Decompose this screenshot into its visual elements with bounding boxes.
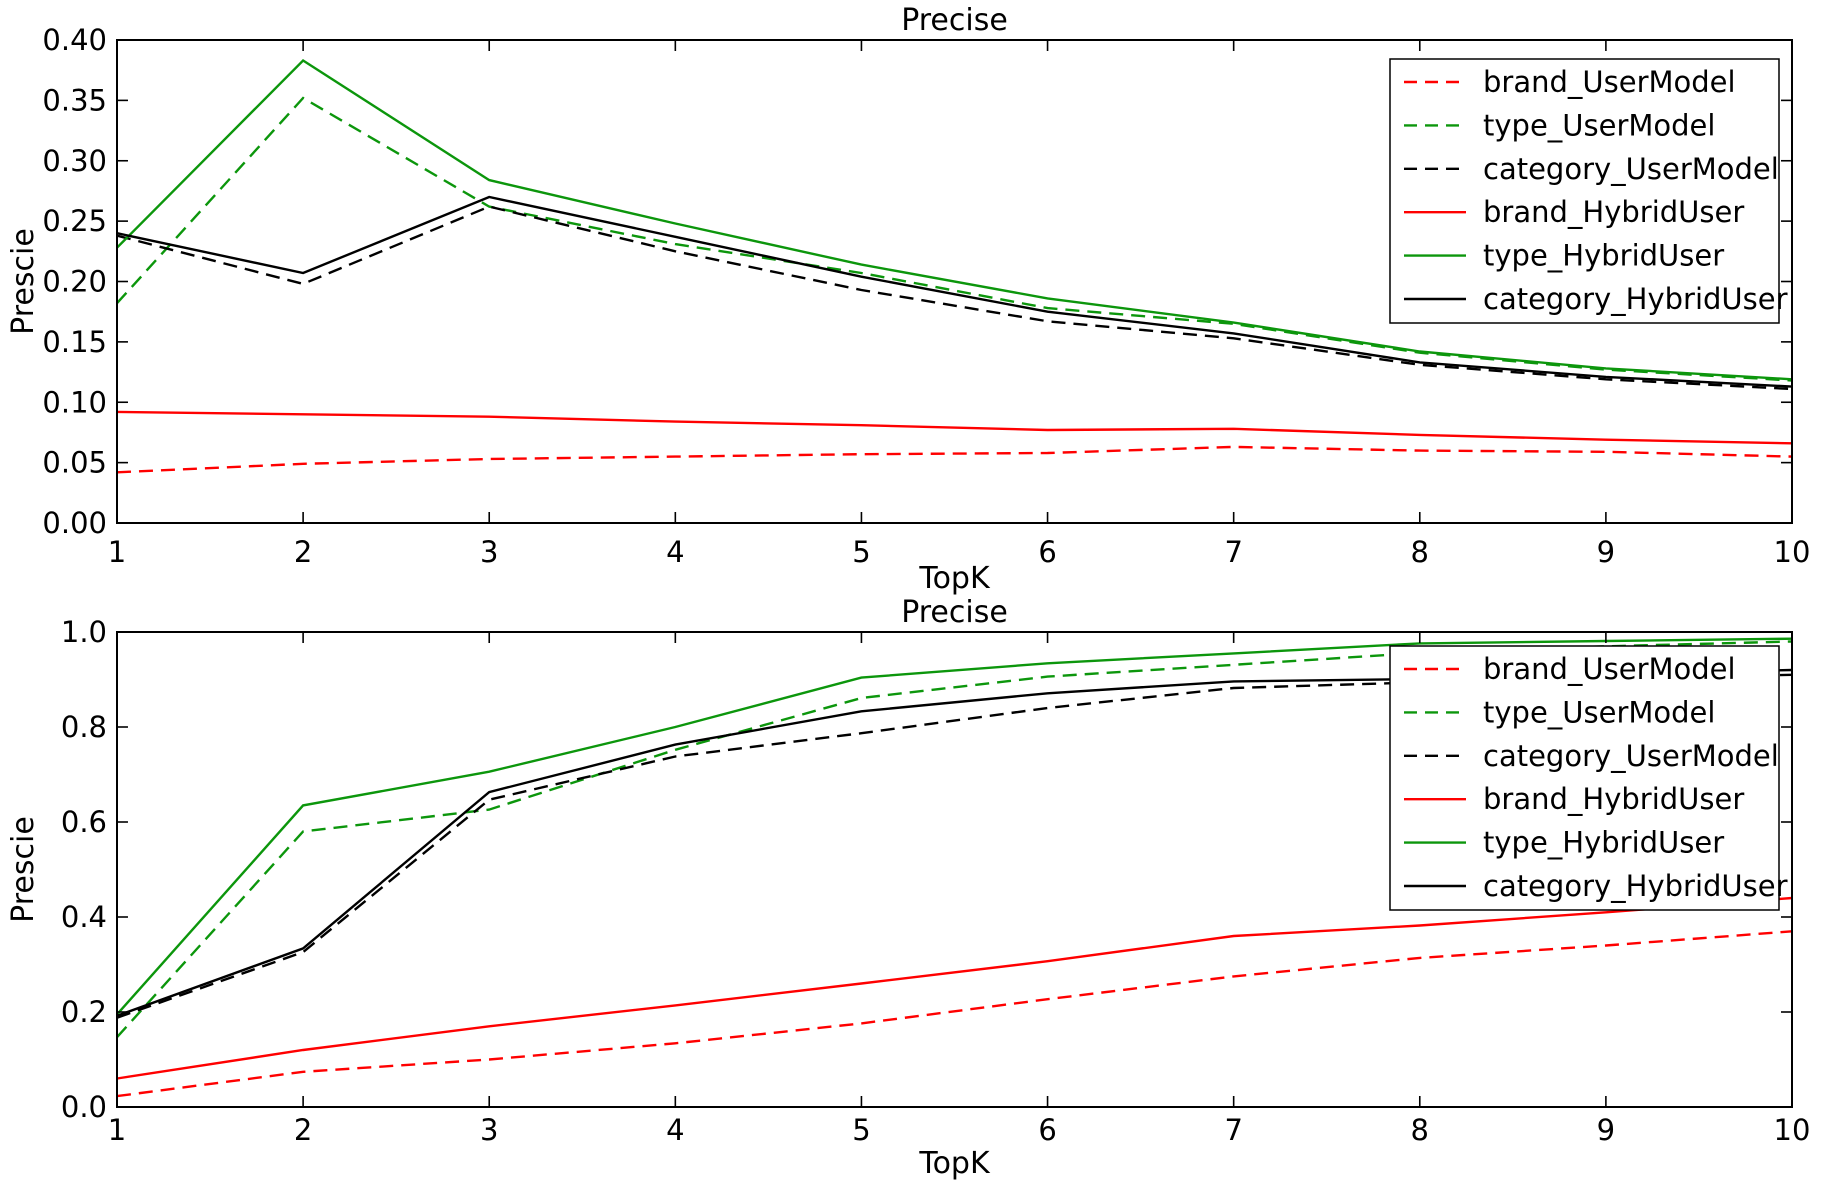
series-line-category_HybridUser [116,195,1793,388]
y-tick-label: 0.25 [42,204,107,238]
series-line-brand_UserModel [116,445,1793,474]
legend-label: type_UserModel [1483,108,1715,142]
x-tick-label: 2 [294,535,312,569]
legend-box [1389,645,1780,911]
chart-top: 1 2 3 4 5 6 7 8 9 10 0.00 0.05 0.10 0.15 0.20 0.25 0.30 0… [6,3,1810,596]
y-tick-label: 0.40 [42,23,107,57]
y-tick-label: 0.05 [42,446,107,480]
x-tick-label: 5 [852,535,870,569]
y-tick-label: 1.0 [61,615,107,649]
y-tick-label: 0.8 [61,710,107,744]
y-tick-label: 0.4 [61,900,107,934]
chart-title: Precise [901,595,1008,630]
series-line-brand_HybridUser [116,410,1793,445]
x-tick-label: 1 [108,535,126,569]
legend-label: brand_UserModel [1483,65,1736,99]
legend-label: brand_UserModel [1483,652,1736,686]
x-tick-label: 6 [1038,535,1056,569]
series-line-brand_HybridUser [116,896,1793,1080]
legend-label: category_UserModel [1483,739,1779,773]
x-tick-label: 4 [666,535,684,569]
y-tick-label: 0.0 [61,1090,107,1124]
y-tick-label: 0.30 [42,144,107,178]
y-tick-label: 0.20 [42,265,107,299]
chart-bottom: 1 2 3 4 5 6 7 8 9 10 0.0 0.2 0.4 0.6 0.8 1.0 Precise TopK… [6,595,1810,1181]
x-tick-label: 3 [480,535,498,569]
y-tick-label: 0.00 [42,506,107,540]
x-tick-label: 9 [1597,535,1615,569]
x-tick-label: 7 [1224,535,1242,569]
legend-label: category_HybridUser [1483,282,1788,316]
x-tick-label: 6 [1038,1113,1056,1147]
x-tick-label: 7 [1224,1113,1242,1147]
series-line-category_UserModel [116,205,1793,391]
y-axis-label: Prescie [6,816,41,923]
series-line-type_HybridUser [116,58,1793,381]
series-line-type_HybridUser [116,637,1793,1016]
x-tick-label: 3 [480,1113,498,1147]
x-axis-label: TopK [918,561,991,596]
x-tick-label: 1 [108,1113,126,1147]
y-tick-label: 0.10 [42,385,107,419]
y-tick-label: 0.6 [61,805,107,839]
y-axis-label: Prescie [6,228,41,335]
y-tick-label: 0.2 [61,995,107,1029]
legend-label: type_HybridUser [1483,826,1724,860]
x-tick-label: 8 [1411,1113,1429,1147]
series-line-brand_UserModel [116,930,1793,1098]
x-tick-label: 8 [1411,535,1429,569]
legend-label: brand_HybridUser [1483,782,1744,816]
x-tick-label: 9 [1597,1113,1615,1147]
axes-spines [116,631,1793,1108]
legend-label: type_HybridUser [1483,239,1724,273]
x-tick-label: 10 [1774,1113,1811,1147]
x-axis-label: TopK [918,1146,991,1181]
legend-label: brand_HybridUser [1483,195,1744,229]
legend-box [1389,58,1780,324]
y-tick-label: 0.35 [42,83,107,117]
x-tick-label: 2 [294,1113,312,1147]
legend-label: category_UserModel [1483,152,1779,186]
series-line-category_UserModel [116,673,1793,1019]
legend: brand_UserModel type_UserModel category_Us… [1389,645,1788,911]
x-tick-label: 10 [1774,535,1811,569]
chart-title: Precise [901,3,1008,38]
legend-label: type_UserModel [1483,695,1715,729]
x-tick-label: 5 [852,1113,870,1147]
legend: brand_UserModel type_UserModel category_Us… [1389,58,1788,324]
legend-label: category_HybridUser [1483,869,1788,903]
y-tick-label: 0.15 [42,325,107,359]
x-tick-label: 4 [666,1113,684,1147]
